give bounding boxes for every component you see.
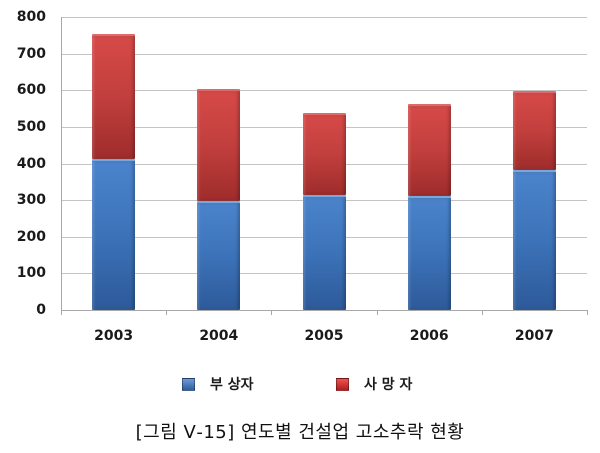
deaths-segment [513, 90, 556, 170]
bar-2003 [92, 0, 135, 310]
y-tick-label: 300 [16, 192, 46, 209]
gridline [61, 54, 587, 55]
x-tick-mark [61, 310, 62, 315]
x-tick-label: 2005 [304, 328, 344, 344]
x-tick-mark [482, 310, 483, 315]
x-tick-label: 2007 [514, 328, 554, 344]
y-tick-label: 700 [16, 45, 46, 62]
x-tick-mark [271, 310, 272, 315]
y-tick-label: 0 [36, 302, 46, 318]
x-tick-mark [587, 310, 588, 315]
gridline [61, 90, 587, 91]
deaths-swatch-icon [336, 377, 349, 391]
legend-label-deaths: 사 망 자 [364, 377, 413, 393]
deaths-segment [197, 89, 240, 202]
deaths-segment [408, 104, 451, 197]
x-tick-label: 2004 [199, 328, 239, 344]
injured-swatch-icon [182, 377, 195, 391]
y-tick-label: 200 [16, 228, 46, 245]
y-tick-label: 800 [16, 9, 46, 25]
x-tick-label: 2006 [409, 328, 449, 344]
y-tick-label: 600 [16, 82, 46, 99]
bar-2005 [303, 0, 346, 310]
deaths-segment [92, 34, 135, 159]
y-axis-line [61, 17, 62, 310]
deaths-segment [303, 112, 346, 195]
injured-segment [513, 169, 556, 310]
y-tick-label: 400 [16, 155, 46, 172]
legend-item-deaths: 사 망 자 [336, 374, 412, 394]
injured-segment [408, 196, 451, 310]
legend-item-injured: 부 상자 [182, 374, 254, 394]
injured-segment [197, 201, 240, 310]
y-tick-label: 500 [16, 118, 46, 135]
x-tick-mark [166, 310, 167, 315]
bar-2004 [197, 0, 240, 310]
figure-caption: [그림 Ⅴ-15] 연도별 건설업 고소추락 현황 [135, 422, 465, 443]
injured-segment [303, 194, 346, 310]
x-tick-mark [377, 310, 378, 315]
injured-segment [92, 158, 135, 310]
gridline [61, 17, 587, 18]
x-axis-line [61, 310, 587, 311]
y-tick-label: 100 [16, 265, 46, 282]
bar-2007 [513, 0, 556, 310]
bar-2006 [408, 0, 451, 310]
legend-label-injured: 부 상자 [210, 377, 254, 393]
x-tick-label: 2003 [94, 328, 134, 344]
